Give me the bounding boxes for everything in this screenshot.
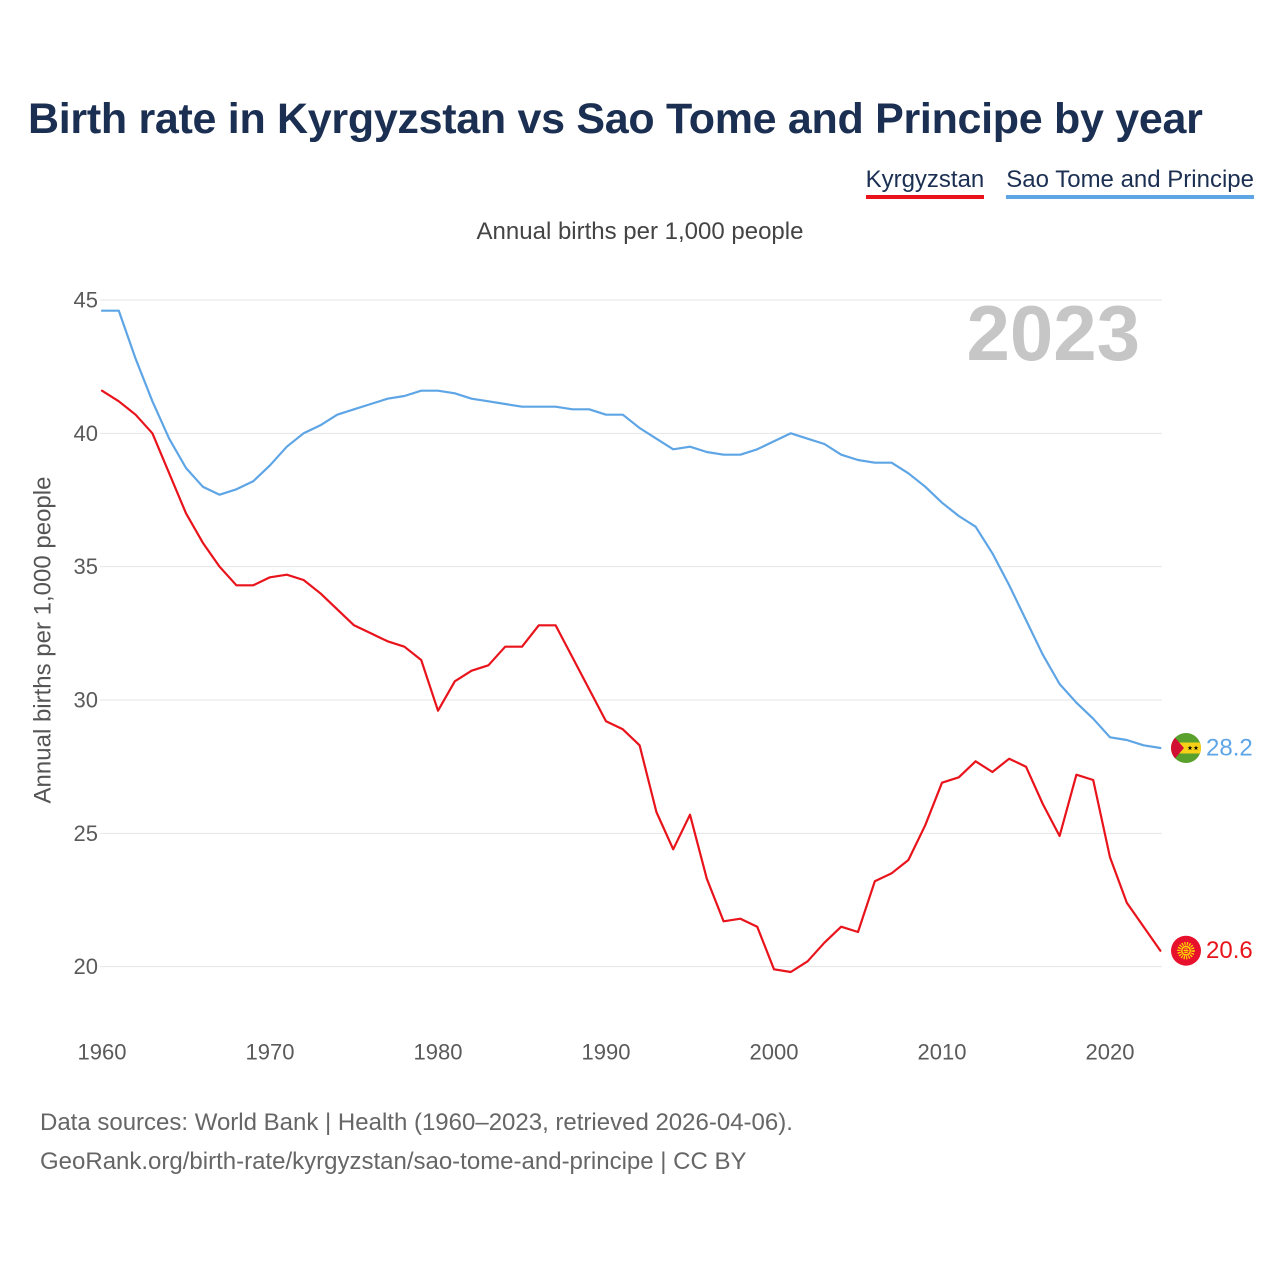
x-tick-label: 2020 [1086,1040,1135,1065]
chart-title: Birth rate in Kyrgyzstan vs Sao Tome and… [28,95,1203,143]
x-axis-ticks: 1960 1970 1980 1990 2000 2010 2020 [78,1040,1135,1065]
y-tick-label: 30 [74,688,98,713]
x-tick-label: 1990 [582,1040,631,1065]
legend: Kyrgyzstan Sao Tome and Principe [865,168,1254,199]
y-axis-ticks: 20 25 30 35 40 45 [74,288,98,980]
y-tick-label: 45 [74,288,98,313]
legend-item-kyrgyzstan: Kyrgyzstan [865,168,985,199]
gridlines [100,299,1162,968]
end-value-label-kyrgyzstan: 20.6 [1206,937,1253,964]
legend-item-sao-tome-and-principe: Sao Tome and Principe [1006,168,1254,199]
end-value-label-sao-tome-and-principe: 28.2 [1206,735,1253,762]
footer-credit: GeoRank.org/birth-rate/kyrgyzstan/sao-to… [40,1148,747,1175]
x-tick-label: 2010 [918,1040,967,1065]
y-tick-label: 20 [74,954,98,979]
x-tick-label: 2000 [750,1040,799,1065]
y-tick-label: 35 [74,554,98,579]
y-tick-label: 40 [74,421,98,446]
y-axis-title: Annual births per 1,000 people [30,477,57,804]
current-year-watermark: 2023 [966,289,1140,377]
x-tick-label: 1960 [78,1040,127,1065]
y-tick-label: 25 [74,821,98,846]
series-line-sao-tome-and-principe [100,309,1162,750]
chart-subtitle: Annual births per 1,000 people [476,218,804,245]
x-tick-label: 1980 [414,1040,463,1065]
kyrgyzstan-flag-icon [1171,935,1201,966]
x-tick-label: 1970 [246,1040,295,1065]
sao-tome-and-principe-flag-icon [1171,733,1201,763]
series-line-kyrgyzstan [100,389,1162,974]
footer-sources: Data sources: World Bank | Health (1960–… [40,1109,793,1136]
